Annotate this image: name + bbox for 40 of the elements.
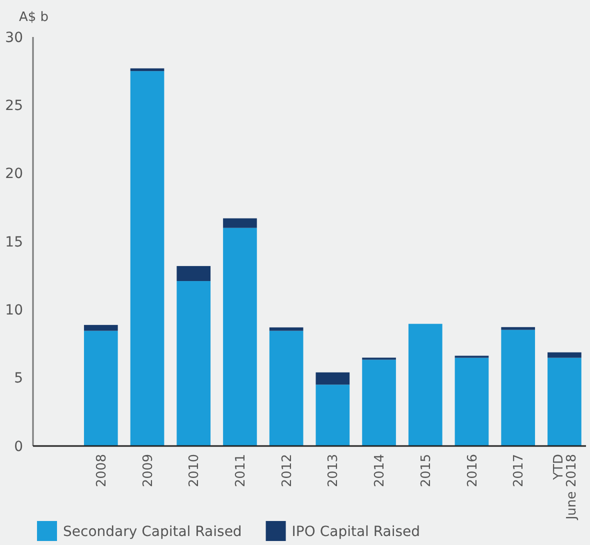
bar (548, 358, 582, 446)
x-tick-label: 2009 (140, 454, 156, 488)
bar (316, 384, 350, 446)
bar (130, 71, 164, 446)
x-tick-label: YTD June 2018 (551, 454, 580, 521)
x-tick-label: 2015 (418, 454, 434, 488)
bar (130, 68, 164, 72)
bar (176, 281, 211, 446)
y-tick-label: 0 (14, 438, 23, 455)
bar (176, 266, 211, 282)
y-axis-title: A$ b (19, 10, 49, 25)
bar (548, 352, 582, 358)
x-tick-label: 2014 (372, 454, 388, 488)
bar (362, 360, 396, 446)
bar (501, 327, 536, 330)
x-tick-label: 2012 (280, 454, 295, 488)
x-tick-label: 2011 (234, 454, 249, 488)
y-tick-label: 15 (5, 234, 23, 250)
y-tick-label: 20 (5, 166, 23, 182)
bar (269, 330, 304, 446)
x-tick-label: 2016 (465, 454, 480, 488)
bar (454, 358, 489, 446)
bar (408, 324, 442, 446)
legend-label: IPO Capital Raised (292, 524, 420, 540)
y-tick-label: 30 (5, 30, 23, 46)
x-tick-label: 2010 (187, 454, 202, 488)
bar (84, 330, 118, 446)
bar (269, 327, 304, 331)
bar (316, 372, 350, 385)
bar (501, 330, 536, 446)
y-tick-label: 5 (14, 370, 23, 387)
bar (223, 218, 257, 228)
y-tick-label: 25 (5, 98, 23, 114)
y-tick-label: 10 (5, 302, 23, 319)
legend-label: Secondary Capital Raised (63, 524, 242, 540)
bar (84, 324, 118, 331)
x-tick-label: 2017 (512, 454, 527, 488)
bar (223, 228, 257, 446)
x-tick-label: 2013 (326, 454, 342, 488)
x-tick-label: 2008 (94, 454, 110, 488)
